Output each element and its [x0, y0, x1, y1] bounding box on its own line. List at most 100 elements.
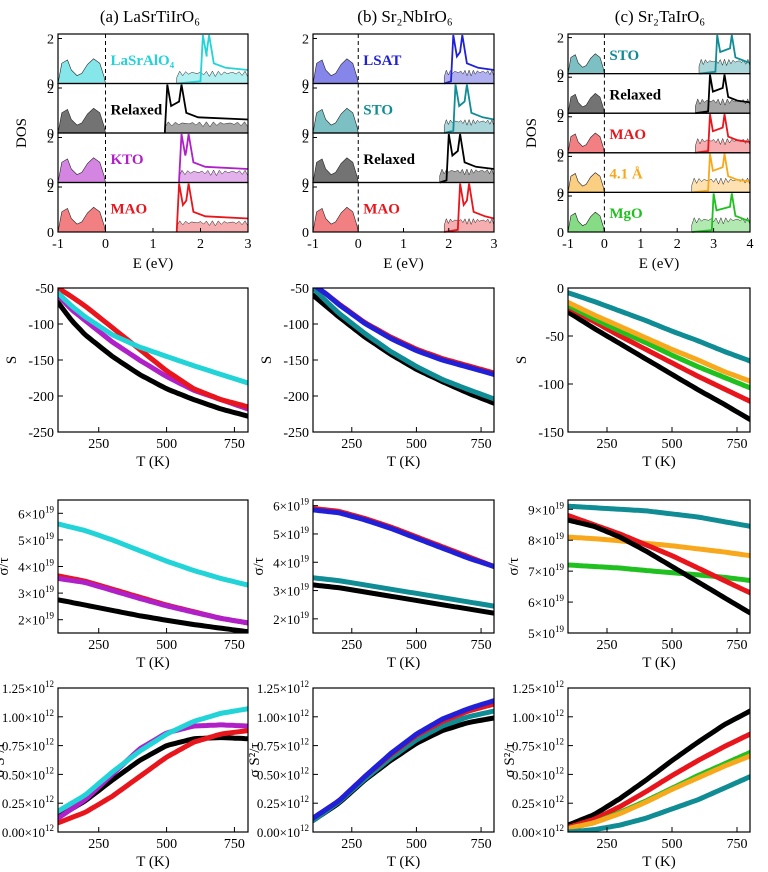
y-tick-label: 2	[557, 150, 564, 165]
x-tick-label: 3	[710, 237, 717, 252]
series-group	[58, 706, 248, 826]
dos-conduction-area	[164, 121, 249, 134]
y-tick-label: 2	[302, 181, 309, 196]
series-group	[58, 288, 248, 419]
dos-curve	[175, 183, 249, 232]
series-group	[568, 503, 750, 616]
y-tick-label: 0	[557, 186, 564, 201]
series-line	[313, 582, 494, 616]
x-tick-label: 750	[727, 437, 748, 452]
dos-panel-label: Relaxed	[609, 87, 661, 103]
y-tick-label: 2×1019	[18, 611, 54, 628]
series-line	[568, 731, 750, 830]
column-title-a: (a) LaSrTiIrO₆	[100, 7, 200, 26]
y-tick-label: 0.00×1012	[257, 823, 309, 840]
dos-conduction-area	[178, 169, 249, 183]
series-line	[313, 698, 494, 821]
x-tick-label: 750	[471, 638, 492, 653]
x-tick-label: 2	[197, 237, 204, 252]
y-tick-label: 2	[302, 132, 309, 147]
series-line	[568, 309, 750, 422]
y-tick-label: 0.00×1012	[512, 823, 564, 840]
dos-panel-label: MAO	[363, 201, 400, 217]
x-axis-label: T (K)	[642, 655, 675, 671]
dos-curve	[691, 153, 751, 194]
y-tick-label: 0.75×1012	[257, 737, 309, 754]
x-tick-label: 4	[747, 237, 754, 252]
x-tick-label: 500	[406, 837, 427, 852]
dos-valence-area	[57, 58, 106, 84]
x-tick-label: 1	[637, 237, 644, 252]
dos-panel-label: STO	[609, 48, 639, 64]
y-axis-label: σ S²/τ	[247, 743, 263, 778]
y-tick-label: 2	[557, 190, 564, 205]
x-tick-label: 250	[88, 437, 109, 452]
dos-valence-area	[567, 172, 605, 193]
dos-panel: 024.1 Å	[557, 150, 751, 201]
x-tick-label: 250	[597, 837, 618, 852]
plot-frame	[567, 499, 751, 634]
y-tick-label: 0	[47, 127, 54, 142]
dos-panel: 0 2 MgO	[557, 190, 751, 241]
series-line	[313, 288, 494, 402]
x-tick-label: 500	[406, 638, 427, 653]
dos-valence-area	[57, 206, 106, 233]
x-tick-label: 750	[224, 437, 245, 452]
x-tick-label: -1	[562, 237, 574, 252]
y-tick-label: 0	[302, 177, 309, 192]
curve-chart-a-1: 250 500 750 2×1019 3×1019 4×1019 5×1019 6×1019 T…	[0, 499, 249, 671]
x-tick-label: 500	[662, 437, 683, 452]
y-tick-label: 0.50×1012	[2, 765, 54, 782]
x-tick-label: 250	[341, 638, 362, 653]
y-tick-label: 2×1019	[273, 610, 309, 627]
x-tick-label: 750	[727, 837, 748, 852]
dos-conduction-area	[176, 70, 249, 84]
plot-frame	[57, 499, 249, 634]
dos-valence-area	[312, 157, 359, 183]
series-group	[313, 506, 494, 616]
x-tick-label: 750	[471, 437, 492, 452]
series-line	[58, 299, 248, 419]
series-line	[58, 597, 248, 633]
y-axis-label: σ/τ	[506, 557, 522, 575]
dos-valence-area	[312, 58, 359, 84]
dos-panel-label: Relaxed	[363, 152, 415, 168]
x-axis-label: E (eV)	[133, 256, 173, 272]
y-tick-label: 0	[302, 127, 309, 142]
y-tick-label: 0	[557, 226, 564, 241]
dos-panel: 0 2 KTO	[47, 132, 249, 192]
x-tick-label: 3	[491, 237, 498, 252]
y-tick-label: -50	[290, 282, 309, 297]
y-tick-label: 2	[302, 82, 309, 97]
y-tick-label: -100	[538, 378, 564, 393]
y-tick-label: 0	[47, 226, 54, 241]
y-tick-label: 5×1019	[528, 624, 564, 641]
dos-valence-area	[567, 211, 605, 233]
series-line	[313, 507, 494, 569]
y-tick-label: 5×1019	[18, 531, 54, 548]
y-tick-label: 0.50×1012	[257, 765, 309, 782]
plot-frame	[567, 687, 751, 833]
y-tick-label: 0.25×1012	[512, 794, 564, 811]
y-tick-label: 6×1019	[273, 497, 309, 514]
y-tick-label: 0.50×1012	[512, 765, 564, 782]
y-tick-label: 2	[302, 33, 309, 48]
dos-panel: 0 2 LaSrAlO₄	[47, 33, 249, 93]
dos-curve	[439, 133, 495, 184]
dos-curve	[178, 133, 249, 183]
y-tick-label: 0	[47, 177, 54, 192]
y-tick-label: 0	[557, 147, 564, 162]
x-tick-label: 1	[400, 237, 407, 252]
dos-curve	[443, 84, 495, 134]
y-tick-label: 0	[557, 282, 564, 297]
series-line	[58, 290, 248, 386]
dos-conduction-area	[443, 217, 495, 233]
y-axis-label: S	[514, 356, 530, 364]
y-axis-label: DOS	[524, 118, 540, 148]
series-group	[568, 708, 750, 832]
y-tick-label: 1.00×1012	[257, 708, 309, 725]
